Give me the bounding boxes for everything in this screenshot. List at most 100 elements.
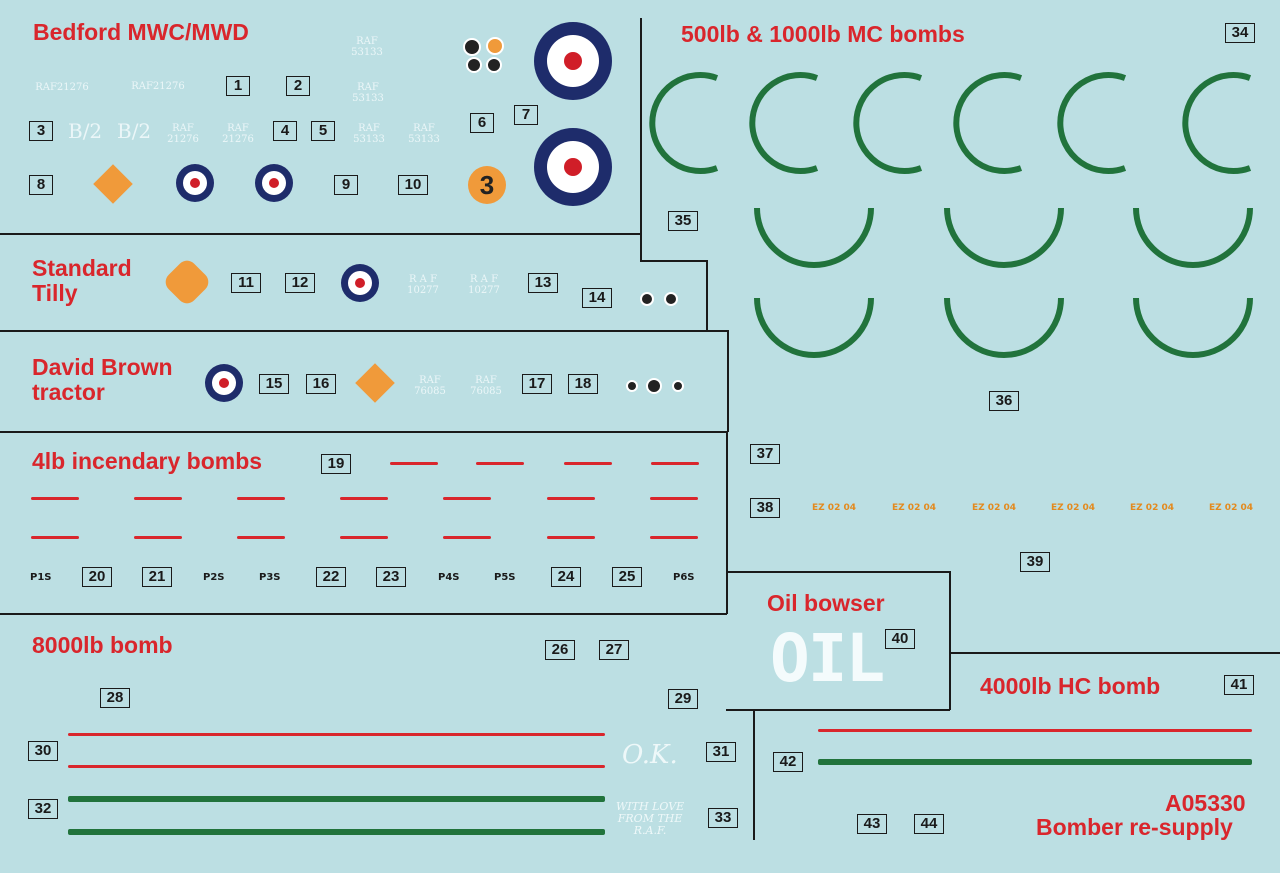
decal-number: 22 [316, 567, 346, 587]
instrument-gauge-icon [640, 292, 654, 306]
panel-border [0, 613, 727, 615]
incendiary-stripe [443, 497, 491, 500]
section-title-mc-bombs: 500lb & 1000lb MC bombs [681, 21, 965, 47]
registration-marking: RAF 53133 [351, 36, 383, 58]
decal-number: 42 [773, 752, 803, 772]
decal-number: 1 [226, 76, 250, 96]
decal-number: 3 [29, 121, 53, 141]
product-title: Bomber re-supply [1036, 814, 1233, 840]
bomb-band-arc [1133, 297, 1253, 358]
decal-number: 20 [82, 567, 112, 587]
bomb-band-arc [649, 72, 719, 174]
decal-number: 13 [528, 273, 558, 293]
bomb-band-arc [749, 72, 819, 174]
ez-code-marking: EZ 02 04 [1209, 503, 1253, 513]
position-label: P1S [30, 572, 52, 583]
decal-number: 17 [522, 374, 552, 394]
decal-number: 16 [306, 374, 336, 394]
decal-number: 11 [231, 273, 261, 293]
bomb-band-green [68, 796, 605, 802]
bomb-band-arc [1182, 72, 1252, 174]
section-title-tilly: Standard Tilly [32, 255, 132, 306]
position-label: P6S [673, 572, 695, 583]
panel-border [0, 431, 728, 433]
panel-border [727, 330, 729, 432]
decal-number: 38 [750, 498, 780, 518]
instrument-gauge-icon [646, 378, 662, 394]
instrument-gauge-icon [463, 38, 481, 56]
decal-number: 43 [857, 814, 887, 834]
decal-number: 35 [668, 211, 698, 231]
ez-code-marking: EZ 02 04 [892, 503, 936, 513]
decal-number: 4 [273, 121, 297, 141]
position-label: P3S [259, 572, 281, 583]
decal-number: 36 [989, 391, 1019, 411]
incendiary-stripe [134, 497, 182, 500]
incendiary-stripe [340, 536, 388, 539]
panel-border [949, 571, 951, 710]
incendiary-stripe [31, 536, 79, 539]
bomb-band-red [68, 733, 605, 736]
incendiary-stripe [237, 497, 285, 500]
decal-number: 32 [28, 799, 58, 819]
decal-number: 12 [285, 273, 315, 293]
panel-border [0, 330, 728, 332]
decal-number: 10 [398, 175, 428, 195]
oil-marking: OIL [770, 620, 885, 697]
section-title-8000lb: 8000lb bomb [32, 632, 173, 658]
decal-number: 33 [708, 808, 738, 828]
vehicle-number-disc: 3 [468, 166, 506, 204]
incendiary-stripe [547, 536, 595, 539]
panel-border [726, 571, 950, 573]
decal-number: 7 [514, 105, 538, 125]
decal-number: 37 [750, 444, 780, 464]
bomb-band-arc [1057, 72, 1127, 174]
decal-number: 29 [668, 689, 698, 709]
decal-number: 25 [612, 567, 642, 587]
section-title-incendiary: 4lb incendary bombs [32, 448, 263, 474]
decal-number: 14 [582, 288, 612, 308]
decal-number: 34 [1225, 23, 1255, 43]
incendiary-stripe [340, 497, 388, 500]
registration-marking: RAF 53133 [352, 82, 384, 104]
incendiary-stripe [564, 462, 612, 465]
bomb-band-red [68, 765, 605, 768]
section-title-4000lb: 4000lb HC bomb [980, 673, 1161, 699]
bomb-band-green [818, 759, 1252, 765]
registration-marking: R A F 10277 [407, 274, 439, 296]
panel-border [640, 18, 642, 234]
panel-border [726, 709, 950, 711]
product-code: A05330 [1165, 790, 1246, 816]
raf-roundel [176, 164, 214, 202]
registration-marking: RAF 53133 [353, 123, 385, 145]
panel-border [706, 260, 708, 331]
decal-number: 23 [376, 567, 406, 587]
panel-border [949, 652, 1280, 654]
bomb-band-arc [944, 207, 1064, 268]
bomb-band-arc [944, 297, 1064, 358]
decal-number: 30 [28, 741, 58, 761]
panel-border [640, 233, 642, 261]
bomb-band-arc [853, 72, 923, 174]
instrument-gauge-icon [626, 380, 638, 392]
section-title-tractor: David Brown tractor [32, 354, 173, 405]
decal-number: 2 [286, 76, 310, 96]
incendiary-stripe [547, 497, 595, 500]
registration-marking: RAF21276 [35, 82, 89, 93]
chalk-marking-ok: O.K. [622, 740, 678, 770]
registration-marking: R A F 10277 [468, 274, 500, 296]
position-label: P4S [438, 572, 460, 583]
incendiary-stripe [31, 497, 79, 500]
decal-number: 6 [470, 113, 494, 133]
decal-number: 9 [334, 175, 358, 195]
registration-marking: RAF 21276 [167, 123, 199, 145]
bomb-band-arc [754, 207, 874, 268]
incendiary-stripe [650, 536, 698, 539]
ez-code-marking: EZ 02 04 [1130, 503, 1174, 513]
registration-marking: RAF 76085 [414, 375, 446, 397]
registration-marking: RAF 76085 [470, 375, 502, 397]
incendiary-stripe [650, 497, 698, 500]
panel-border [640, 260, 708, 262]
bomb-band-arc [953, 72, 1023, 174]
